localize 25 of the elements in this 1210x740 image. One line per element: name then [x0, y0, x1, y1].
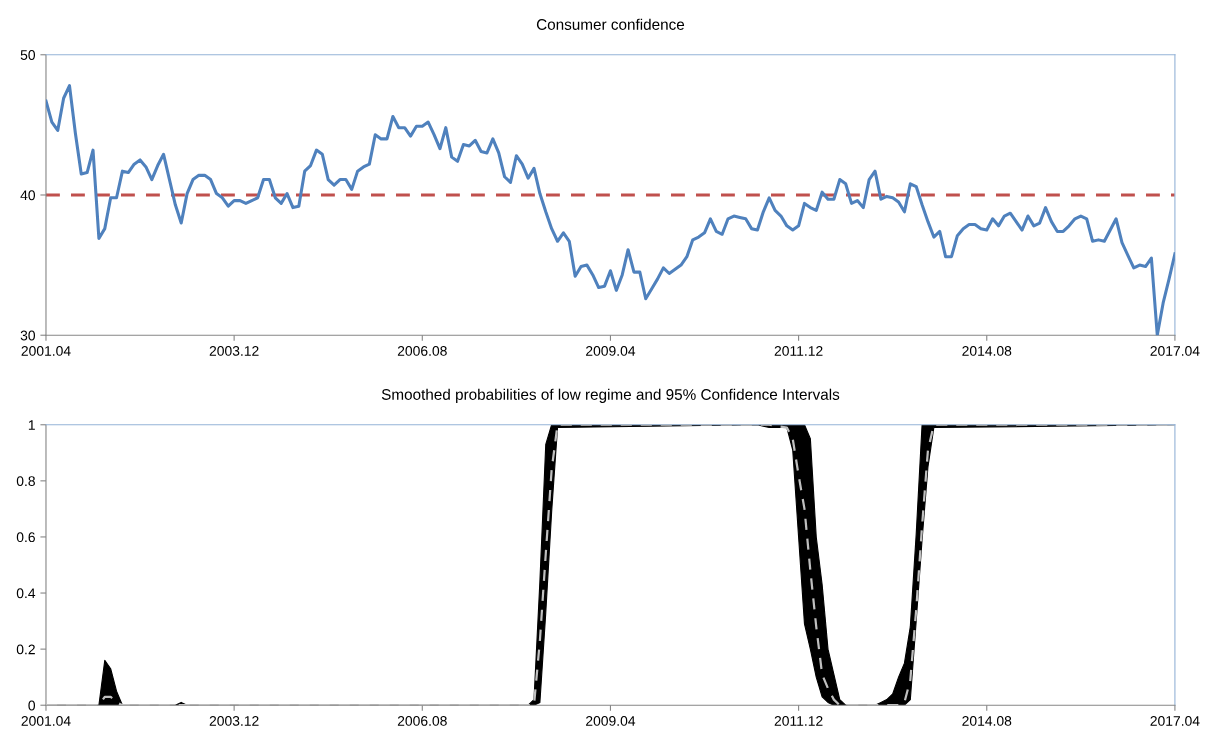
y-tick-label: 40: [20, 190, 36, 201]
y-tick-label: 0.2: [16, 644, 35, 655]
chart-title: Consumer confidence: [536, 18, 685, 30]
x-tick-label: 2006.08: [397, 716, 447, 726]
x-tick-label: 2014.08: [962, 716, 1012, 726]
y-tick-label: 30: [20, 330, 36, 341]
x-tick-label: 2003.12: [209, 346, 259, 356]
x-tick-label: 2001.04: [21, 716, 71, 726]
chart-title: Smoothed probabilities of low regime and 95% Confidence Intervals: [381, 388, 840, 403]
x-tick-label: 2009.04: [586, 346, 636, 356]
x-tick-label: 2003.12: [209, 716, 259, 726]
x-tick-label: 2006.08: [397, 346, 447, 356]
y-tick-label: 50: [20, 50, 36, 60]
y-tick-label: 1: [28, 420, 35, 430]
x-tick-label: 2017.04: [1150, 716, 1200, 726]
y-tick-label: 0.8: [16, 476, 35, 487]
x-tick-label: 2014.08: [962, 346, 1012, 356]
y-tick-label: 0.4: [16, 588, 36, 599]
y-tick-label: 0.6: [16, 532, 35, 543]
x-tick-label: 2001.04: [21, 346, 71, 356]
x-tick-label: 2011.12: [774, 716, 823, 726]
y-tick-label: 0: [28, 700, 36, 711]
x-tick-label: 2011.12: [774, 346, 823, 356]
x-tick-label: 2017.04: [1150, 346, 1200, 356]
x-tick-label: 2009.04: [586, 716, 636, 726]
